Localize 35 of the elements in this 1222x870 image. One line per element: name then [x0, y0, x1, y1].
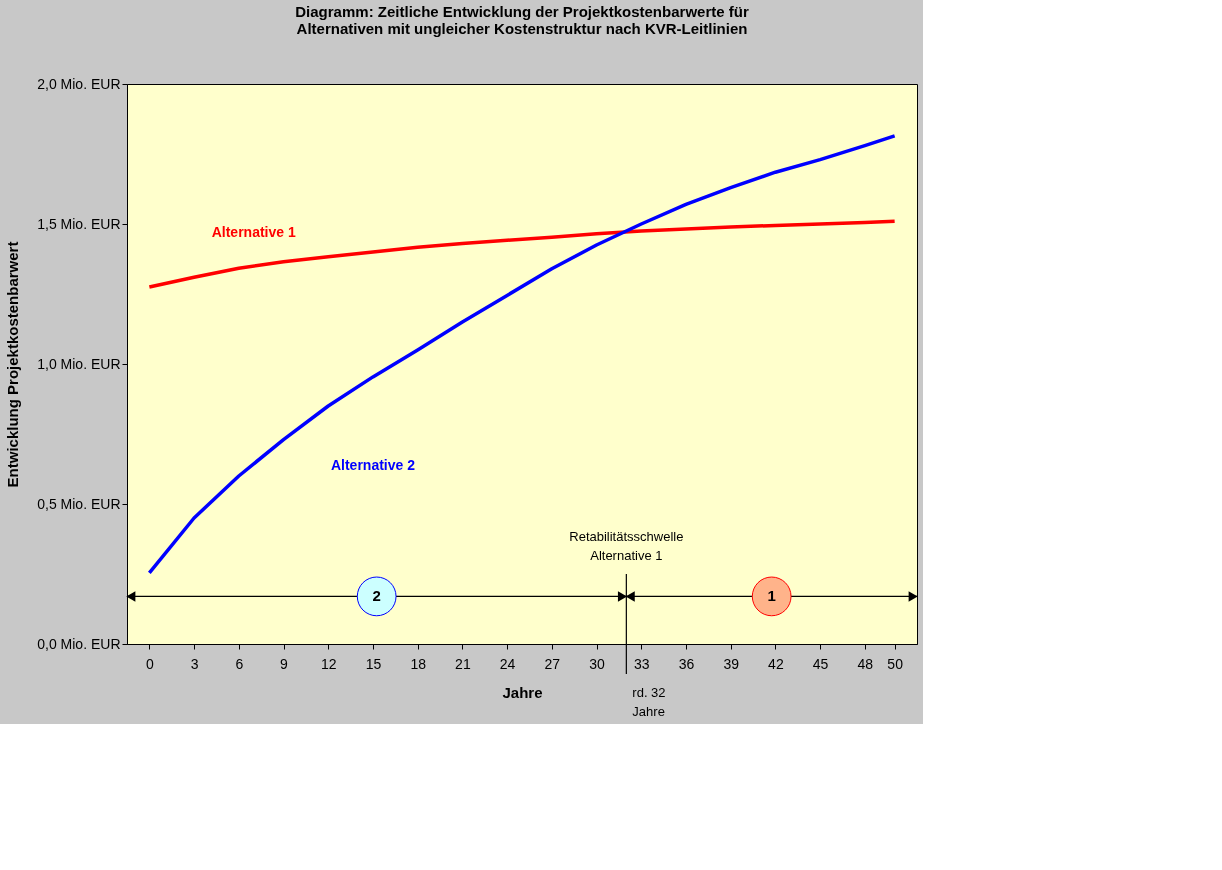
x-tick-label: 15 [365, 655, 382, 672]
text: Alternativen mit ungleicher Kostenstruktur nach KVR-Leitlinien [296, 20, 748, 37]
x-tick-label: 21 [455, 655, 471, 672]
x-tick-label: 33 [633, 655, 650, 672]
line-series [147, 134, 897, 575]
y-axis-title: Entwicklung Projektkostenbarwert [4, 241, 22, 488]
x-tick-label: 48 [857, 655, 874, 672]
x-tick-label: 42 [768, 655, 784, 672]
x-tick-label: 45 [812, 655, 829, 672]
x-tick-label: 0 [145, 655, 154, 672]
text: Alternative 2 [330, 456, 416, 473]
x-tick-label: 36 [678, 655, 695, 672]
x-tick-label: 18 [410, 655, 427, 672]
text: rd. 32 Jahre [632, 685, 666, 719]
y-tick-label: 1,5 Mio. EUR [37, 215, 121, 232]
x-tick-label: 12 [320, 655, 337, 672]
x-tick-label: 24 [499, 655, 516, 672]
annotation: 1 [767, 587, 776, 605]
y-tick-label: 0,5 Mio. EUR [37, 495, 121, 512]
x-tick-label: 39 [723, 655, 740, 672]
x-tick-label: 30 [589, 655, 606, 672]
x-axis-title: Jahre [502, 683, 543, 701]
x-tick-label: 6 [235, 655, 244, 672]
x-tick-label: 3 [190, 655, 199, 672]
x-tick-label: 50 [887, 655, 904, 672]
series-label: Alternative 1 [211, 224, 296, 241]
y-tick-label: 2,0 Mio. EUR [37, 75, 121, 92]
x-tick-label: 27 [544, 655, 561, 672]
ref-line-label: Retabilitätsschwelle Alternative 1 [569, 529, 684, 563]
annotation: 2 [372, 587, 381, 605]
y-tick-label: 0,0 Mio. EUR [37, 635, 121, 652]
x-tick-label: 9 [280, 655, 289, 672]
line-series [147, 219, 897, 289]
y-tick-label: 1,0 Mio. EUR [37, 355, 121, 372]
text: Diagramm: Zeitliche Entwicklung der Projektkostenbarwerte für [295, 3, 749, 20]
